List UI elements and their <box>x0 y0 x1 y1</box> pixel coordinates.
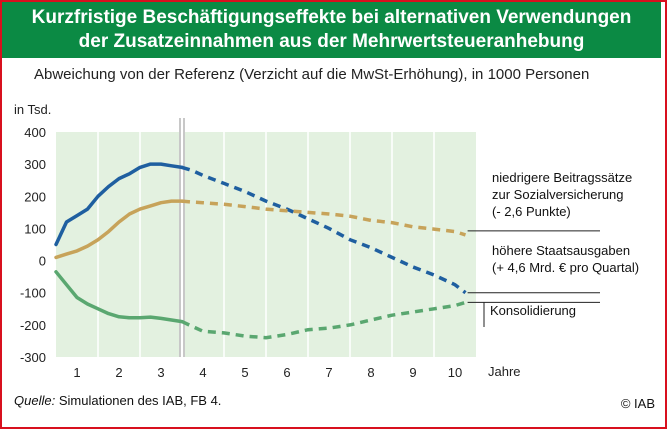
title-bar: Kurzfristige Beschäftigungseffekte bei a… <box>2 2 661 58</box>
series-label: Konsolidierung <box>490 303 576 318</box>
x-tick-label: 1 <box>73 365 80 380</box>
series-line-dashed-2 <box>181 300 467 340</box>
chart-title-line-2: der Zusatzeinnahmen aus der Mehrwertsteu… <box>78 31 585 52</box>
x-tick-label: 9 <box>409 365 416 380</box>
chart-title-line-1: Kurzfristige Beschäftigungseffekte bei a… <box>31 7 632 28</box>
y-tick-label: 100 <box>24 221 46 236</box>
y-tick-label: -200 <box>20 318 46 333</box>
y-axis-unit-label: in Tsd. <box>14 102 52 117</box>
series-label: höhere Staatsausgaben <box>492 243 630 258</box>
series-label: (- 2,6 Punkte) <box>492 204 571 219</box>
x-tick-label: 6 <box>283 365 290 380</box>
source-label: Quelle: <box>14 393 56 408</box>
x-tick-label: 7 <box>325 365 332 380</box>
series-line-dashed-1 <box>181 199 467 237</box>
x-tick-label: 4 <box>199 365 206 380</box>
source-note: Quelle: Simulationen des IAB, FB 4. <box>14 393 221 408</box>
copyright-label: © IAB <box>620 396 655 411</box>
chart-subtitle: Abweichung von der Referenz (Verzicht au… <box>34 66 590 83</box>
y-tick-label: -300 <box>20 350 46 365</box>
series-line-solid-0 <box>54 162 184 247</box>
x-tick-label: 3 <box>157 365 164 380</box>
series-label: zur Sozialversicherung <box>492 187 624 202</box>
x-tick-label: 2 <box>115 365 122 380</box>
series-line-solid-2 <box>54 270 184 324</box>
source-text: Simulationen des IAB, FB 4. <box>58 393 222 408</box>
y-tick-label: -100 <box>20 286 46 301</box>
series-line-dashed-0 <box>181 165 467 295</box>
x-tick-label: 5 <box>241 365 248 380</box>
y-tick-label: 300 <box>24 157 46 172</box>
y-tick-label: 0 <box>39 254 46 269</box>
series-label: (+ 4,6 Mrd. € pro Quartal) <box>492 260 639 275</box>
y-tick-label: 400 <box>24 125 46 140</box>
x-tick-label: 10 <box>448 365 462 380</box>
series-label: niedrigere Beitragssätze <box>492 170 632 185</box>
y-tick-label: 200 <box>24 189 46 204</box>
series-line-solid-1 <box>54 199 184 260</box>
x-tick-label: 8 <box>367 365 374 380</box>
x-axis-label: Jahre <box>488 364 521 379</box>
